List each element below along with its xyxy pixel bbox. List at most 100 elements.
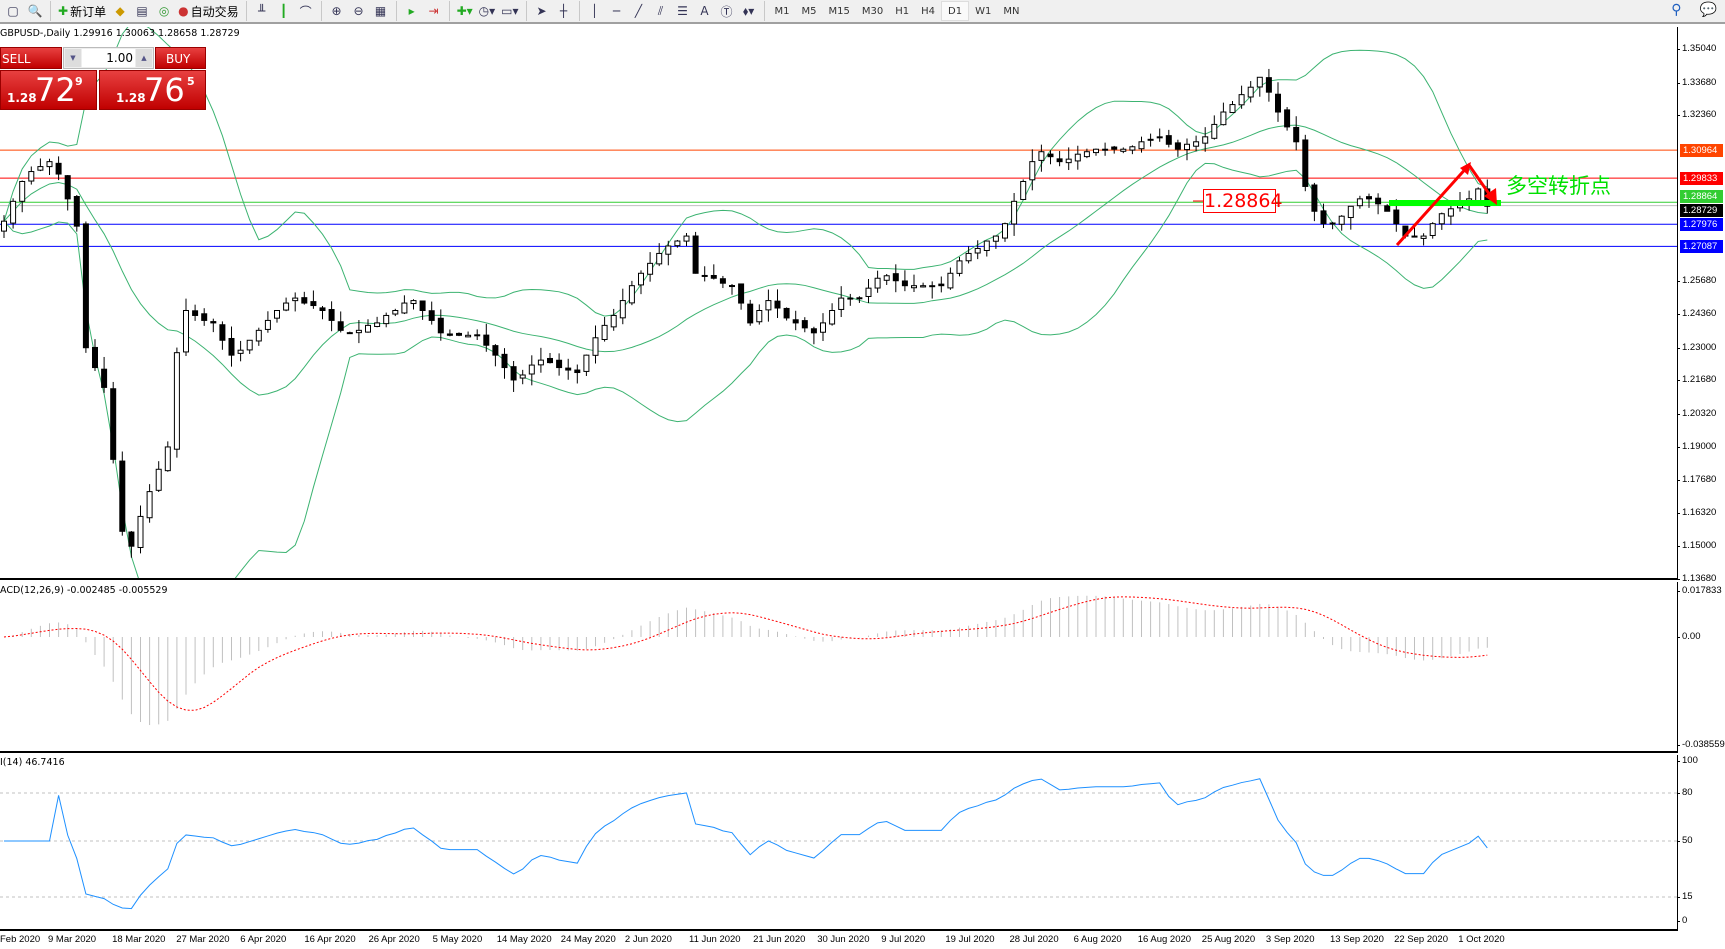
price-tick-label: 1.17680 [1676, 473, 1717, 485]
buy-button[interactable]: BUY [155, 47, 206, 69]
candle-bearish [73, 196, 80, 227]
timeframe-d1[interactable]: D1 [941, 1, 970, 21]
sell-price-prefix: 1.28 [7, 91, 37, 105]
candle-bullish [820, 322, 826, 333]
volume-increase-button[interactable]: ▲ [136, 49, 152, 67]
candle-bullish [283, 302, 290, 311]
tile-windows-icon[interactable]: ▦ [374, 4, 387, 18]
chart-shift-icon[interactable]: ⇥ [428, 4, 439, 18]
line-chart-icon[interactable]: ⌒ [299, 4, 312, 19]
timeframe-m1[interactable]: M1 [774, 5, 790, 17]
candlestick-icon[interactable]: ┃ [279, 4, 288, 18]
candle-bullish [1229, 104, 1236, 114]
candle-bullish [1247, 86, 1254, 98]
candle-bearish [192, 310, 199, 316]
zoom-out-icon[interactable]: ⊖ [353, 4, 364, 18]
rsi-tick-label: 50 [1677, 835, 1693, 846]
candle-bullish [255, 329, 262, 342]
auto-trading-button[interactable]: ● 自动交易 [178, 4, 239, 19]
rsi-pane[interactable]: I(14) 46.7416 [0, 755, 1678, 929]
templates-icon[interactable]: ▭▾ [501, 4, 519, 18]
candle-bearish [110, 388, 117, 460]
candle-bullish [656, 252, 663, 265]
buy-price-button[interactable]: 1.28 76 5 [99, 70, 206, 110]
search-icon[interactable]: ⚲ [1671, 2, 1682, 18]
rsi-line [4, 778, 1488, 910]
timeframe-m15[interactable]: M15 [828, 5, 850, 17]
new-order-button[interactable]: ✚ 新订单 [58, 4, 107, 19]
price-tick-label: 1.23000 [1676, 341, 1717, 353]
price-chart-pane[interactable]: GBPUSD-,Daily 1.29916 1.30063 1.28658 1.… [0, 27, 1678, 580]
bollinger-lower [3, 162, 1488, 578]
indicators-icon[interactable]: ✚▾ [456, 4, 473, 18]
auto-trading-icon: ● [178, 4, 189, 18]
candle-bearish [64, 175, 71, 200]
volume-decrease-button[interactable]: ▼ [65, 49, 81, 67]
periods-icon[interactable]: ◷▾ [478, 4, 496, 18]
arrow-head-icon [1484, 188, 1497, 205]
candle-bearish [446, 333, 453, 336]
timeframe-m5[interactable]: M5 [801, 5, 817, 17]
rsi-tick-label: 80 [1677, 787, 1693, 798]
timeframe-w1[interactable]: W1 [975, 5, 992, 17]
candle-bullish [601, 324, 608, 341]
candle-bullish [1447, 208, 1454, 217]
arrows-icon[interactable]: ⬧▾ [742, 3, 755, 18]
cursor-icon[interactable]: ➤ [536, 4, 547, 18]
macd-pane[interactable]: ACD(12,26,9) -0.002485 -0.005529 [0, 582, 1678, 753]
zoom-in-icon[interactable]: ⊕ [331, 4, 342, 18]
price-tick-label: 1.21680 [1676, 374, 1717, 386]
equidistant-channel-icon[interactable]: ⫽ [657, 3, 664, 18]
sell-price-button[interactable]: 1.28 72 9 [0, 70, 97, 110]
sell-button[interactable]: SELL [0, 47, 62, 69]
new-chart-button[interactable]: ▢ [7, 4, 19, 18]
level-badge: 1.27976 [1680, 218, 1723, 232]
timeframe-h4[interactable]: H4 [921, 5, 936, 17]
candle-bearish [201, 313, 208, 321]
candle-bullish [10, 200, 17, 224]
volume-input[interactable]: 1.00 [82, 49, 135, 67]
navigator-icon[interactable]: ▤ [136, 4, 148, 18]
zoom-window-icon[interactable]: 🔍 [27, 4, 43, 18]
crosshair-icon[interactable]: ┼ [559, 4, 568, 18]
candle-bearish [747, 303, 754, 324]
timeframe-mn[interactable]: MN [1003, 5, 1020, 17]
fibonacci-icon[interactable]: ☰ [677, 4, 688, 18]
candle-bearish [692, 235, 699, 274]
turning-point-text: 多空转折点 [1506, 174, 1611, 198]
candle-bullish [383, 314, 390, 325]
price-tick-label: 1.20320 [1676, 408, 1717, 420]
candle-bullish [1193, 141, 1200, 147]
time-tick-label: 24 May 2020 [560, 934, 616, 945]
candle-bearish [892, 273, 899, 282]
vertical-line-icon[interactable]: │ [590, 4, 599, 18]
horizontal-line-icon[interactable]: ─ [612, 4, 621, 18]
timeframe-m30[interactable]: M30 [861, 5, 884, 17]
text-label-icon[interactable]: Ⓣ [720, 4, 733, 19]
rsi-tick-label: 0 [1676, 915, 1688, 926]
text-icon[interactable]: A [700, 4, 709, 18]
candle-bearish [310, 301, 317, 307]
divider [245, 1, 247, 21]
candle-bullish [1093, 148, 1099, 154]
timeframe-h1[interactable]: H1 [895, 5, 910, 17]
candle-bullish [1338, 215, 1345, 225]
candle-bullish [1475, 188, 1482, 202]
toolbar: ▢ 🔍 ✚ 新订单 ◆ ▤ ◎ ● 自动交易 ╨ ┃ ⌒ ⊕ ⊖ ▦ ▸ ⇥ ✚▾ … [0, 0, 1725, 24]
sell-price-big: 72 [35, 71, 76, 109]
price-tick-label: 1.13680 [1676, 572, 1717, 584]
candle-bullish [1202, 136, 1209, 144]
candle-bearish [55, 162, 62, 175]
price-axis: 1.35040 1.33680 1.32360 1.25680 1.24360 1.230… [1676, 27, 1725, 584]
signals-icon[interactable]: ◎ [158, 4, 170, 18]
candle-bullish [847, 297, 854, 300]
time-tick-label: 30 Jun 2020 [817, 934, 870, 945]
market-watch-icon[interactable]: ◆ [115, 4, 125, 18]
autoscroll-icon[interactable]: ▸ [408, 4, 415, 18]
level-badge: 1.30964 [1680, 144, 1723, 158]
candle-bearish [1275, 93, 1281, 113]
chat-icon[interactable]: 💬 [1699, 2, 1717, 18]
trendline-icon[interactable]: ╱ [634, 4, 643, 18]
divider [320, 1, 322, 21]
bar-chart-icon[interactable]: ╨ [257, 4, 266, 18]
